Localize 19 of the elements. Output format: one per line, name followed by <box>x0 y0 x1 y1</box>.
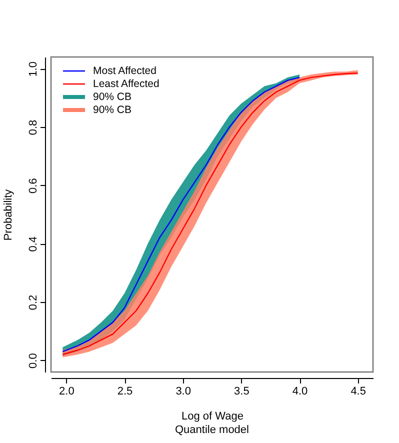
text: Quantile model <box>175 424 249 436</box>
x-tick-label: 3.0 <box>176 386 191 398</box>
annotation: 90% CB <box>93 91 132 103</box>
x-tick-label: 2.0 <box>59 386 74 398</box>
annotation: 90% CB <box>93 104 132 116</box>
y-tick-label: 0.0 <box>28 353 40 368</box>
y-axis-title: Probability <box>2 188 14 241</box>
y-tick-label: 0.8 <box>28 120 40 136</box>
x-tick-label: 4.0 <box>292 386 308 398</box>
y-tick-label: 1.0 <box>28 62 40 77</box>
x-tick-label: 3.5 <box>234 386 250 398</box>
y-tick-label: 0.4 <box>28 236 40 252</box>
y-tick-label: 0.2 <box>28 294 40 310</box>
x-tick-label: 2.5 <box>117 386 133 398</box>
x-axis-title: Log of Wage <box>182 410 244 422</box>
legend-label: Least Affected <box>93 78 160 90</box>
legend-label: Most Affected <box>93 65 157 77</box>
x-tick-label: 4.5 <box>350 386 366 398</box>
y-tick-label: 0.6 <box>28 178 40 194</box>
